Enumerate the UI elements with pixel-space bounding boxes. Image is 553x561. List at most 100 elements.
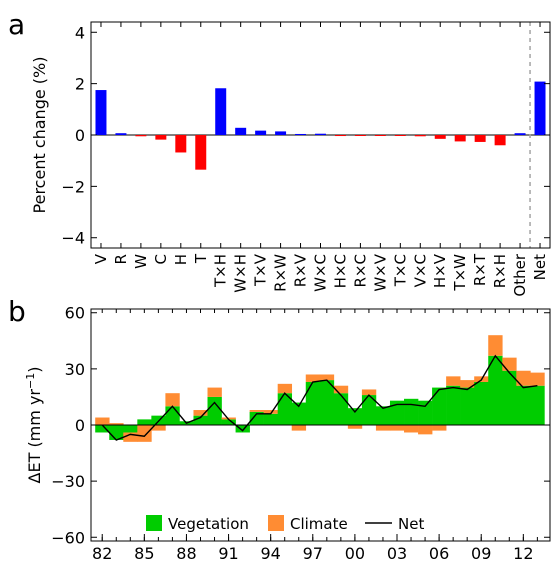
vegetation-bar [375, 406, 391, 425]
bar-a [354, 135, 366, 136]
panel-label-a: a [8, 8, 25, 41]
vegetation-bar [95, 425, 110, 433]
vegetation-bar [474, 381, 489, 425]
y-tick-label-b: 60 [65, 304, 85, 323]
bar-a [374, 135, 386, 136]
x-tick-label-a: T [192, 253, 210, 264]
climate-bar [488, 335, 503, 356]
climate-bar [333, 385, 349, 394]
x-tick-label-b: 03 [387, 544, 407, 561]
x-tick-label-b: 88 [176, 544, 196, 561]
climate-bar [502, 357, 517, 371]
legend-swatch-vegetation [146, 515, 162, 531]
climate-bar [347, 425, 363, 429]
climate-bar [460, 380, 475, 388]
climate-bar [305, 374, 321, 382]
vegetation-bar [137, 419, 152, 425]
y-tick-label-b: −30 [51, 472, 85, 491]
bar-a [315, 133, 326, 135]
vegetation-bar [305, 381, 321, 425]
climate-bar [109, 423, 124, 425]
x-tick-label-b: 85 [134, 544, 154, 561]
vegetation-bar [263, 413, 278, 425]
x-tick-label-a: W×V [371, 253, 389, 291]
climate-bar [249, 410, 264, 412]
x-tick-label-a: T×H [212, 254, 230, 288]
y-tick-label-a: −2 [61, 177, 85, 196]
climate-bar [193, 410, 208, 416]
climate-bar [151, 425, 166, 431]
x-tick-label-a: C [152, 254, 170, 264]
climate-bar [432, 425, 447, 431]
bar-a [514, 133, 526, 135]
vegetation-bar [235, 425, 250, 433]
x-tick-label-a: W×H [232, 254, 250, 293]
x-tick-label-a: H×C [331, 254, 349, 288]
vegetation-bar [488, 355, 503, 425]
climate-bar [291, 425, 307, 431]
panel-b: b −60 −30 0 30 60 82 85 88 91 94 97 00 03 06 09 12 ΔET (m… [8, 295, 551, 561]
vegetation-bar [361, 395, 377, 425]
x-tick-label-b: 91 [218, 544, 238, 561]
bar-a [175, 135, 187, 153]
x-tick-label-a: R×H [491, 254, 509, 288]
y-axis-label-sup: −1 [24, 373, 37, 389]
vegetation-bar [389, 400, 405, 425]
bar-a [275, 131, 287, 135]
x-tick-label-b: 09 [471, 544, 491, 561]
legend-label-vegetation: Vegetation [168, 515, 249, 533]
vegetation-bar [221, 419, 236, 425]
bar-a [414, 135, 426, 137]
bar-a [115, 133, 127, 135]
x-tick-label-a: R×T [471, 253, 489, 286]
bar-a [474, 135, 486, 142]
vegetation-bar [319, 380, 335, 425]
vegetation-bar [404, 398, 419, 425]
x-tick-label-a: W [132, 254, 150, 269]
y-axis-label-b: ΔET (mm yr−1) [24, 367, 45, 484]
x-tick-label-b: 06 [429, 544, 449, 561]
y-tick-label-b: 0 [75, 416, 85, 435]
vegetation-bar [165, 406, 180, 425]
climate-bar [530, 372, 545, 386]
y-tick-label-a: 4 [75, 23, 85, 42]
y-tick-label-b: −60 [51, 528, 85, 547]
vegetation-bar [502, 370, 517, 425]
vegetation-bar [207, 396, 222, 425]
x-tick-label-b: 97 [303, 544, 323, 561]
x-tick-label-a: Net [531, 254, 549, 280]
climate-bar [375, 425, 391, 431]
climate-bar [123, 432, 138, 442]
vegetation-bar [193, 415, 208, 425]
bar-a [235, 127, 247, 135]
bar-a [215, 88, 227, 135]
x-tick-label-a: V [92, 253, 110, 264]
climate-bar [137, 425, 152, 442]
x-tick-label-a: R×W [272, 254, 290, 292]
x-tick-label-b: 82 [92, 544, 112, 561]
bar-a [295, 133, 307, 135]
climate-bar [165, 393, 180, 407]
vegetation-bar [249, 411, 264, 425]
climate-bar [446, 376, 461, 386]
x-tick-label-a: R×C [351, 254, 369, 287]
x-tick-label-a: T×C [391, 254, 409, 287]
bar-a [534, 81, 546, 135]
x-tick-label-a: H [172, 254, 190, 265]
x-tick-label-b: 00 [345, 544, 365, 561]
bar-a [494, 135, 506, 146]
climate-bar [95, 417, 110, 425]
vegetation-bar [418, 400, 433, 425]
vegetation-bar [460, 387, 475, 425]
x-tick-label-a: Other [511, 253, 529, 296]
vegetation-bar [347, 408, 363, 425]
bar-a [394, 135, 406, 136]
y-tick-label-a: −4 [61, 229, 85, 248]
vegetation-bar [432, 387, 447, 425]
vegetation-bar [516, 385, 531, 425]
legend-label-climate: Climate [290, 515, 348, 533]
climate-bar [207, 387, 222, 397]
panel-label-b: b [8, 295, 26, 328]
x-tick-label-a: V×C [411, 254, 429, 287]
x-tick-label-a: T×V [252, 253, 270, 287]
